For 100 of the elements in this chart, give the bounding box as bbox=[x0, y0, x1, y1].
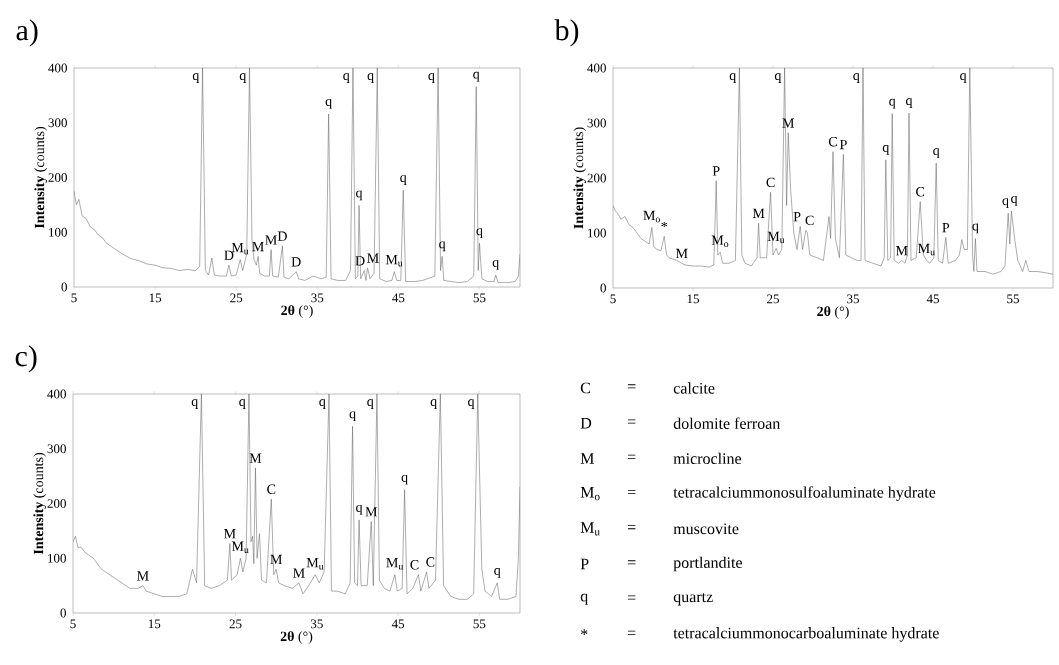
y-tick-label: 100 bbox=[49, 227, 67, 237]
text: = bbox=[628, 489, 636, 494]
annotation: q bbox=[473, 71, 480, 82]
x-tick-label: 55 bbox=[473, 619, 486, 629]
text: = bbox=[628, 454, 636, 459]
text: calcite bbox=[673, 382, 715, 394]
annotation: q bbox=[439, 241, 446, 252]
annotation: C bbox=[805, 215, 814, 226]
y-tick-label: 100 bbox=[48, 553, 66, 563]
annotation: C bbox=[766, 177, 775, 188]
annotation: q bbox=[889, 98, 896, 109]
text: P bbox=[580, 558, 589, 570]
x-tick-label: 15 bbox=[687, 294, 699, 304]
text: quartz bbox=[673, 593, 713, 606]
y-tick-label: 0 bbox=[60, 608, 66, 618]
annotation: D bbox=[291, 257, 301, 267]
annotation: M bbox=[249, 453, 262, 463]
x-tick-label: 25 bbox=[767, 294, 779, 304]
annotation: q bbox=[492, 260, 499, 270]
x-tick-label: 45 bbox=[926, 294, 939, 304]
text: tetracalciummonosulfoaluminate hydrate bbox=[673, 486, 936, 501]
x-tick-label: 5 bbox=[70, 619, 76, 629]
text: portlandite bbox=[673, 556, 742, 572]
annotation: C bbox=[410, 560, 419, 570]
annotation: q bbox=[192, 73, 200, 83]
annotation: M$_{u}$ bbox=[918, 243, 935, 256]
x-axis-title: 2θ (°) bbox=[280, 631, 313, 644]
annotation: q bbox=[428, 73, 435, 83]
annotation: q bbox=[367, 73, 374, 83]
chart-title: c) bbox=[15, 345, 37, 373]
annotation: q bbox=[367, 399, 374, 409]
annotation: M bbox=[365, 507, 378, 517]
annotation: q bbox=[325, 99, 332, 109]
annotation: M bbox=[137, 571, 149, 581]
y-tick-label: 400 bbox=[587, 63, 606, 73]
annotation: M bbox=[265, 235, 277, 245]
x-tick-label: 25 bbox=[230, 293, 243, 303]
annotation: M bbox=[252, 241, 264, 252]
text: D bbox=[580, 417, 592, 429]
annotation: q bbox=[401, 474, 408, 485]
annotation: q bbox=[356, 190, 363, 201]
annotation: q bbox=[349, 411, 356, 422]
y-tick-label: 400 bbox=[48, 63, 67, 73]
annotation: M bbox=[895, 246, 908, 256]
text: = bbox=[628, 384, 636, 389]
y-tick-label: 300 bbox=[48, 118, 67, 128]
annotation: P bbox=[942, 223, 950, 233]
annotation: M$_{u}$ bbox=[306, 558, 324, 570]
x-tick-label: 45 bbox=[392, 293, 405, 303]
annotation: M$_{u}$ bbox=[231, 541, 249, 554]
text: q bbox=[580, 593, 588, 605]
annotation: q bbox=[468, 399, 475, 409]
x-tick-label: 15 bbox=[148, 619, 161, 629]
annotation: q bbox=[430, 399, 437, 409]
annotation: * bbox=[661, 221, 668, 228]
annotation: q bbox=[356, 505, 363, 515]
annotation: P bbox=[793, 212, 801, 222]
annotation: C bbox=[426, 557, 435, 567]
annotation: q bbox=[494, 567, 501, 578]
annotation: q bbox=[239, 73, 247, 83]
annotation: q bbox=[774, 73, 782, 83]
y-tick-label: 200 bbox=[587, 173, 606, 183]
annotation: q bbox=[972, 223, 979, 234]
y-tick-label: 100 bbox=[588, 228, 606, 238]
text: = bbox=[628, 630, 636, 635]
x-tick-label: 15 bbox=[149, 293, 162, 303]
y-axis-title: Intensity (counts) bbox=[34, 126, 48, 229]
y-tick-label: 200 bbox=[47, 499, 66, 508]
text: microcline bbox=[673, 452, 742, 465]
annotation: q bbox=[853, 73, 860, 83]
annotation: M$_{u}$ bbox=[385, 255, 403, 267]
y-axis-title: Intensity (counts) bbox=[573, 127, 587, 229]
annotation: P bbox=[712, 166, 720, 176]
text: * bbox=[580, 629, 588, 636]
text: = bbox=[628, 419, 636, 424]
annotation: M$_{u}$ bbox=[767, 231, 785, 244]
annotation: M bbox=[224, 529, 236, 539]
annotation: M bbox=[293, 568, 305, 578]
annotation: D bbox=[224, 250, 234, 260]
annotation: q bbox=[476, 228, 483, 238]
x-tick-label: 45 bbox=[391, 619, 405, 629]
x-tick-label: 35 bbox=[847, 294, 859, 304]
annotation: M$_{o}$ bbox=[643, 210, 660, 223]
annotation: q bbox=[933, 148, 940, 158]
annotation: P bbox=[839, 139, 847, 150]
annotation: q bbox=[1011, 196, 1018, 206]
annotation: D bbox=[355, 256, 365, 266]
y-tick-label: 0 bbox=[61, 282, 67, 292]
annotation: D bbox=[277, 231, 287, 241]
x-tick-label: 25 bbox=[229, 619, 242, 629]
x-tick-label: 35 bbox=[310, 619, 323, 629]
text: dolomite ferroan bbox=[673, 417, 781, 429]
annotation: M bbox=[782, 118, 795, 128]
annotation: M$_{o}$ bbox=[711, 235, 729, 248]
y-tick-label: 300 bbox=[587, 118, 606, 128]
x-tick-label: 55 bbox=[473, 293, 486, 303]
annotation: q bbox=[343, 73, 350, 83]
annotation: q bbox=[729, 73, 736, 83]
chart-title: b) bbox=[554, 19, 579, 47]
x-tick-label: 35 bbox=[311, 293, 324, 303]
